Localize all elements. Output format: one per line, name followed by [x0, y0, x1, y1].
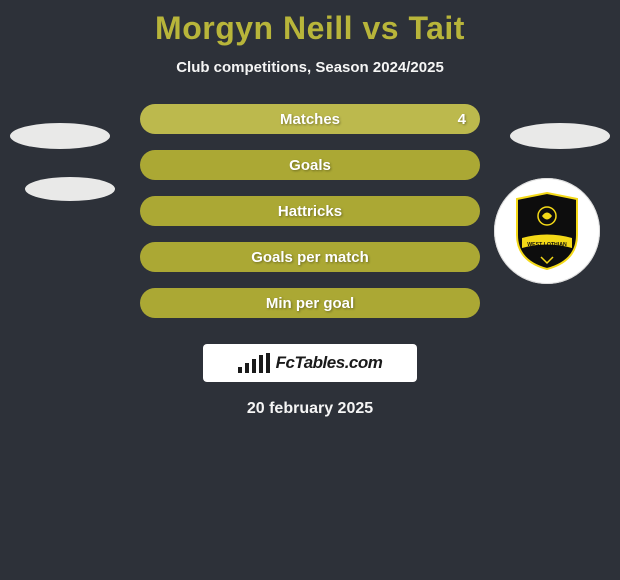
player-right-placeholder [510, 123, 610, 149]
stat-row-goals: Goals [0, 150, 620, 180]
player-left-placeholder [10, 123, 110, 149]
bars-icon [238, 353, 270, 373]
stat-bar: Matches 4 [140, 104, 480, 134]
club-left-placeholder [25, 177, 115, 201]
stat-bar: Goals [140, 150, 480, 180]
stat-label: Min per goal [266, 295, 354, 312]
footer-date: 20 february 2025 [247, 400, 373, 418]
page-subtitle: Club competitions, Season 2024/2025 [176, 59, 444, 76]
page-title: Morgyn Neill vs Tait [155, 10, 465, 47]
shield-band-text: WEST LOTHIAN [527, 242, 567, 248]
stat-label: Goals per match [251, 249, 369, 266]
shield-icon: WEST LOTHIAN [512, 191, 582, 271]
stat-label: Matches [280, 111, 340, 128]
stat-bar: Min per goal [140, 288, 480, 318]
stat-label: Goals [289, 157, 331, 174]
stat-label: Hattricks [278, 203, 342, 220]
stat-bar: Hattricks [140, 196, 480, 226]
site-logo-text: FcTables.com [276, 353, 383, 373]
infographic-container: Morgyn Neill vs Tait Club competitions, … [0, 0, 620, 580]
stat-value: 4 [458, 111, 466, 128]
club-badge-right: WEST LOTHIAN [494, 178, 600, 284]
site-logo: FcTables.com [203, 344, 417, 382]
stat-bar: Goals per match [140, 242, 480, 272]
stat-row-min-per-goal: Min per goal [0, 288, 620, 318]
